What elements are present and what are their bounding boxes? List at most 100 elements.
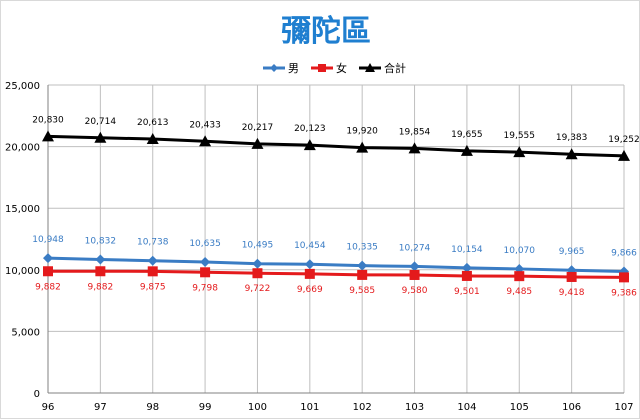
x-tick-label: 107 [614, 402, 633, 413]
data-label-female: 9,798 [192, 283, 218, 293]
x-tick-label: 103 [405, 402, 424, 413]
data-point-female [461, 270, 472, 281]
data-label-total: 20,714 [85, 117, 117, 127]
data-point-male [43, 253, 53, 264]
y-tick-label: 25,000 [5, 81, 40, 92]
data-label-female: 9,882 [35, 282, 61, 292]
series-layer [42, 130, 630, 283]
x-tick-label: 104 [457, 402, 476, 413]
x-tick-label: 99 [199, 402, 212, 413]
legend-marker-female [318, 64, 326, 72]
data-point-total [618, 149, 630, 161]
series-line-total [47, 134, 625, 158]
data-label-female: 9,585 [349, 286, 375, 296]
data-point-total [199, 135, 212, 147]
data-point-female [619, 272, 629, 283]
data-point-total [408, 142, 421, 154]
legend-label-total: 合計 [384, 61, 406, 75]
y-tick-label: 20,000 [5, 143, 40, 154]
data-point-female [409, 269, 420, 280]
x-tick-label: 105 [510, 402, 529, 413]
data-point-male [200, 256, 211, 267]
legend-label-female: 女 [336, 61, 347, 75]
data-label-female: 9,580 [402, 286, 428, 296]
chart-title: 彌陀區 [281, 14, 371, 49]
x-tick-label: 100 [248, 402, 267, 413]
data-label-male: 10,070 [504, 246, 536, 256]
axis-layer: 0 5,000 10,000 15,000 20,000 25,000 96 97 98 99 10… [5, 81, 634, 413]
data-label-female: 9,418 [559, 288, 585, 298]
data-label-total: 19,854 [399, 127, 431, 137]
data-label-total: 20,123 [294, 124, 326, 134]
data-label-male: 10,274 [399, 243, 431, 253]
data-point-total [146, 133, 159, 145]
data-point-total [42, 130, 54, 142]
data-label-male: 10,738 [137, 238, 169, 248]
data-point-male [252, 258, 263, 269]
data-label-total: 20,613 [137, 118, 169, 128]
data-label-female: 9,669 [297, 285, 323, 295]
data-point-total [356, 141, 369, 153]
data-point-female [147, 266, 158, 277]
data-point-male [409, 261, 420, 272]
data-label-female: 9,722 [245, 284, 271, 294]
x-tick-label: 96 [42, 402, 55, 413]
data-label-male: 10,335 [346, 243, 378, 253]
x-tick-label: 102 [353, 402, 372, 413]
y-tick-label: 10,000 [5, 266, 40, 277]
data-point-female [357, 269, 368, 280]
y-tick-label: 5,000 [11, 327, 40, 338]
data-point-female [200, 267, 211, 278]
data-point-total [94, 131, 107, 143]
data-point-total [565, 148, 578, 160]
data-label-male: 10,154 [451, 245, 483, 255]
data-point-total [251, 137, 264, 149]
data-label-male: 10,495 [242, 241, 274, 251]
data-point-female [566, 271, 577, 282]
x-tick-label: 106 [562, 402, 581, 413]
data-label-total: 19,252 [608, 135, 640, 145]
data-label-male: 9,965 [559, 247, 585, 257]
data-point-total [303, 139, 316, 151]
x-tick-label: 97 [94, 402, 107, 413]
data-label-total: 19,920 [346, 127, 378, 137]
data-label-male: 10,635 [189, 239, 221, 249]
data-point-male [304, 259, 315, 270]
data-point-male [147, 255, 158, 266]
legend-marker-total [365, 63, 375, 72]
data-point-total [513, 146, 526, 158]
grid-layer [47, 84, 625, 394]
series-line-female [48, 269, 625, 279]
data-label-total: 20,830 [32, 115, 64, 125]
data-label-female: 9,501 [454, 287, 480, 297]
data-label-total: 19,655 [451, 130, 483, 140]
data-label-total: 19,383 [556, 133, 588, 143]
legend-marker-male [270, 64, 278, 72]
data-point-female [95, 266, 106, 277]
data-point-total [460, 144, 473, 156]
legend-label-male: 男 [288, 62, 299, 75]
data-label-female: 9,882 [87, 282, 113, 292]
data-point-female [252, 268, 263, 279]
data-point-female [43, 266, 53, 277]
series-line-male [47, 256, 625, 273]
data-point-male [95, 254, 106, 265]
data-label-total: 20,433 [189, 120, 221, 130]
data-label-layer: 10,948 10,832 10,738 10,635 10,495 10,454 10,3… [32, 115, 640, 298]
data-label-total: 20,217 [242, 123, 274, 133]
x-tick-label: 98 [146, 402, 159, 413]
data-label-male: 10,454 [294, 241, 326, 251]
data-label-female: 9,386 [611, 288, 637, 298]
data-label-female: 9,875 [140, 282, 166, 292]
data-label-male: 10,832 [85, 237, 117, 247]
data-point-male [461, 262, 472, 273]
data-label-male: 9,866 [611, 248, 637, 258]
legend: 男 女 合計 [263, 61, 406, 75]
data-point-female [514, 271, 525, 282]
y-tick-label: 15,000 [5, 204, 40, 215]
x-tick-label: 101 [300, 402, 319, 413]
data-label-total: 19,555 [504, 131, 536, 141]
y-tick-label: 0 [34, 389, 40, 400]
